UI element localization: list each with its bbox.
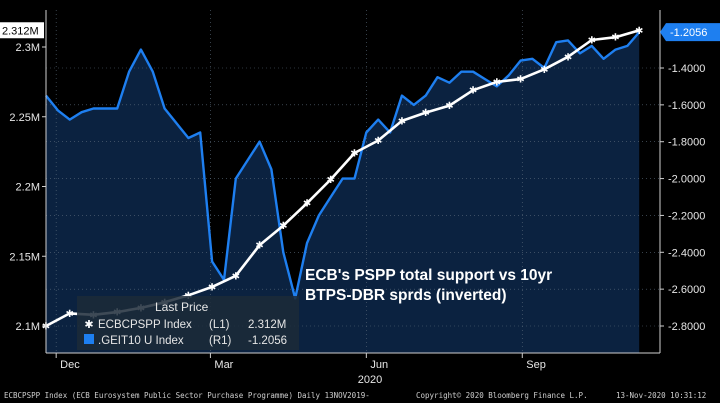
left-tick-label: 2.3M <box>16 42 40 54</box>
series-point-ecbcpspp: ✱ <box>611 33 619 44</box>
footer-timestamp: 13-Nov-2020 10:31:12 <box>616 391 707 400</box>
left-tick-label: 2.25M <box>9 112 40 124</box>
x-tick-label: Jun <box>370 359 388 371</box>
footer-copyright: Copyright© 2020 Bloomberg Finance L.P. <box>416 391 588 400</box>
series-point-ecbcpspp: ✱ <box>588 36 596 47</box>
right-tick-label: -1.6000 <box>668 100 705 112</box>
series-point-ecbcpspp: ✱ <box>255 241 263 252</box>
legend-entry-value: -1.2056 <box>248 335 287 347</box>
footer-source: ECBCPSPP Index (ECB Eurosystem Public Se… <box>4 391 370 400</box>
footer: ECBCPSPP Index (ECB Eurosystem Public Se… <box>0 388 720 403</box>
series-line-geit10 <box>45 31 641 300</box>
legend-marker-ecbcpspp: ✱ <box>84 319 93 331</box>
legend-entry-name: .GEIT10 U Index <box>98 335 184 347</box>
series-point-ecbcpspp: ✱ <box>303 199 311 210</box>
legend-entry-axis: (L1) <box>209 319 230 331</box>
right-tick-label: -2.0000 <box>668 174 705 186</box>
series-point-ecbcpspp: ✱ <box>232 271 240 282</box>
left-tick-label: 2.1M <box>16 321 40 333</box>
x-tick-label: Mar <box>214 359 233 371</box>
right-tick-label: -2.6000 <box>668 284 705 296</box>
series-point-ecbcpspp: ✱ <box>208 282 216 293</box>
area-fill <box>46 32 640 353</box>
legend-heading: Last Price <box>155 300 209 314</box>
left-tick-label: 2.15M <box>9 251 40 263</box>
left-last-value-tag <box>0 22 44 39</box>
chart-svg: ✱✱✱✱✱✱✱✱✱✱✱✱✱✱✱✱✱✱✱✱✱✱✱✱✱✱ 2.1M2.15M2.2M… <box>0 10 720 386</box>
right-last-value-text: -1.2056 <box>670 27 707 39</box>
x-year-label: 2020 <box>358 374 382 386</box>
left-last-value-text: 2.312M <box>2 25 39 37</box>
right-tick-label: -2.4000 <box>668 247 705 259</box>
series-point-ecbcpspp: ✱ <box>374 136 382 147</box>
series-point-ecbcpspp: ✱ <box>445 101 453 112</box>
right-tick-label: -2.2000 <box>668 210 705 222</box>
legend-entry-value: 2.312M <box>248 319 286 331</box>
series-point-ecbcpspp: ✱ <box>493 77 501 88</box>
series-point-ecbcpspp: ✱ <box>327 175 335 186</box>
legend-swatch-geit10 <box>84 334 94 344</box>
series-point-ecbcpspp: ✱ <box>350 149 358 160</box>
legend-box <box>77 296 299 350</box>
legend-entry-name: ECBCPSPP Index <box>98 319 192 331</box>
series-point-ecbcpspp: ✱ <box>66 309 74 320</box>
series-point-ecbcpspp: ✱ <box>635 26 643 37</box>
right-last-value-tag <box>660 23 720 42</box>
series-point-ecbcpspp: ✱ <box>564 52 572 63</box>
chart-title-line-1: ECB's PSPP total support vs 10yr <box>305 267 552 284</box>
series-point-ecbcpspp: ✱ <box>540 65 548 76</box>
right-tick-label: -2.8000 <box>668 321 705 333</box>
series-point-ecbcpspp: ✱ <box>279 221 287 232</box>
chart-title-line-2: BTPS-DBR sprds (inverted) <box>305 287 507 304</box>
right-tick-label: -1.8000 <box>668 137 705 149</box>
series-point-ecbcpspp: ✱ <box>469 86 477 97</box>
left-tick-label: 2.2M <box>16 182 40 194</box>
x-tick-label: Sep <box>526 359 546 371</box>
right-tick-label: -1.4000 <box>668 63 705 75</box>
series-point-ecbcpspp: ✱ <box>516 75 524 86</box>
series-point-ecbcpspp: ✱ <box>421 108 429 119</box>
series-point-ecbcpspp: ✱ <box>398 116 406 127</box>
legend-entry-axis: (R1) <box>209 335 232 347</box>
x-tick-label: Dec <box>60 359 80 371</box>
